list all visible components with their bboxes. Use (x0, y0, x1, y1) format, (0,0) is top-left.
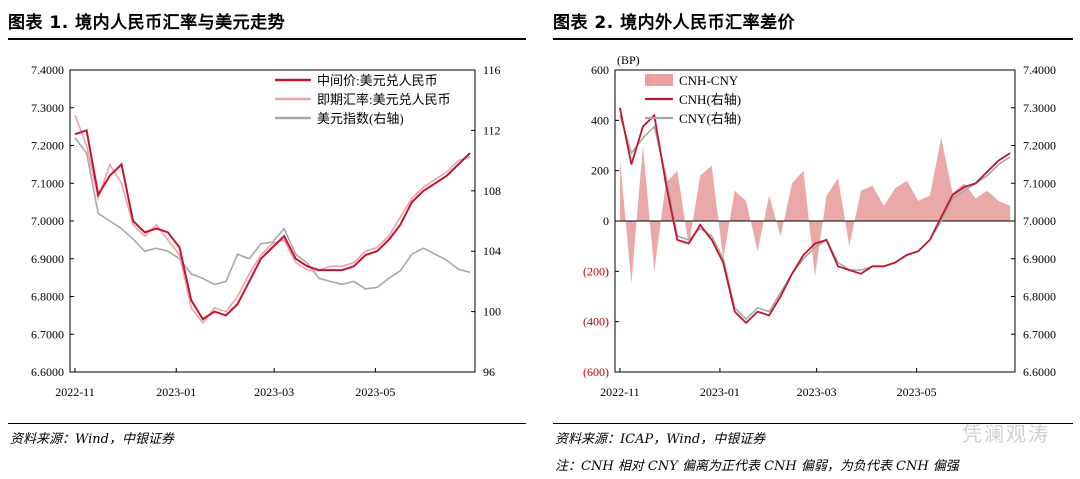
left-title-rule (8, 38, 526, 40)
right-source: 资料来源：ICAP，Wind，中银证券 (555, 432, 766, 447)
right-y2-tick-label: 7.3000 (1023, 101, 1056, 115)
right-y2-tick-label: 7.4000 (1023, 63, 1056, 77)
right-note: 注：CNH 相对 CNY 偏离为正代表 CNH 偏弱，为负代表 CNH 偏强 (555, 459, 959, 474)
left-legend-label: 中间价:美元兑人民币 (317, 73, 438, 88)
left-chart: 7.4000 7.3000 7.2000 7.1000 7.0000 6.9000 6.80… (31, 63, 501, 399)
right-y2-tick-label: 7.2000 (1023, 139, 1056, 153)
left-y2-tick-label: 108 (483, 184, 501, 198)
left-source: 资料来源：Wind，中银证券 (10, 432, 174, 447)
left-footer-rule (8, 423, 526, 424)
right-figure-title: 图表 2. 境内外人民币汇率差价 (553, 13, 796, 33)
left-y-tick-label: 6.9000 (31, 252, 64, 266)
right-y-tick-label: (600) (583, 365, 609, 379)
right-legend-label: CNH(右轴) (679, 92, 741, 107)
left-y2-tick-label: 96 (483, 365, 495, 379)
left-legend-label: 美元指数(右轴) (317, 111, 404, 126)
left-y-tick-label: 7.2000 (31, 139, 64, 153)
right-x-tick-label: 2023-01 (700, 385, 740, 399)
left-chart-panel: 图表 1. 境内人民币汇率与美元走势 7.4000 7.3000 7.2000 7.1… (0, 0, 530, 479)
right-y2-tick-label: 6.7000 (1023, 327, 1056, 341)
right-y-tick-label: (200) (583, 264, 609, 278)
left-y2-tick-label: 116 (483, 63, 501, 77)
right-legend-swatch (645, 74, 673, 86)
right-series-line-1 (619, 107, 1011, 325)
left-series-line-2 (74, 137, 471, 290)
left-y-tick-label: 7.3000 (31, 101, 64, 115)
left-y-tick-label: 7.4000 (31, 63, 64, 77)
left-series-line-0 (74, 129, 471, 321)
left-x-tick-label: 2023-05 (355, 385, 395, 399)
left-legend-label: 即期汇率:美元兑人民币 (317, 92, 451, 107)
right-y-tick-label: 600 (591, 63, 609, 77)
right-y-tick-label: (400) (583, 315, 609, 329)
right-unit-label: (BP) (617, 53, 640, 67)
left-x-tick-label: 2022-11 (55, 385, 95, 399)
right-y2-tick-label: 6.6000 (1023, 365, 1056, 379)
right-series-line-2 (619, 115, 1011, 321)
left-y-tick-label: 7.0000 (31, 214, 64, 228)
right-footer-rule (553, 423, 1073, 424)
right-y-tick-label: 400 (591, 113, 609, 127)
right-y-tick-label: 200 (591, 164, 609, 178)
right-legend-label: CNY(右轴) (679, 111, 741, 126)
right-chart: 600 400 200 0 (200) (400) (600) (BP) 7.4000 7.300… (583, 53, 1056, 399)
right-x-tick-label: 2023-03 (797, 385, 837, 399)
right-x-tick-label: 2023-05 (897, 385, 937, 399)
left-plot-frame (69, 69, 476, 373)
right-spread-area (619, 137, 1011, 284)
left-series-line-1 (74, 115, 471, 325)
left-y2-tick-label: 112 (483, 123, 501, 137)
left-y-tick-label: 7.1000 (31, 176, 64, 190)
left-x-tick-label: 2023-01 (156, 385, 196, 399)
left-y2-tick-label: 104 (483, 244, 501, 258)
left-y2-tick-label: 100 (483, 305, 501, 319)
right-y2-tick-label: 6.9000 (1023, 252, 1056, 266)
right-title-rule (553, 38, 1073, 40)
left-y-tick-label: 6.8000 (31, 290, 64, 304)
left-figure-title: 图表 1. 境内人民币汇率与美元走势 (8, 13, 286, 33)
right-y2-tick-label: 7.1000 (1023, 176, 1056, 190)
left-y-tick-label: 6.7000 (31, 327, 64, 341)
left-y-tick-label: 6.6000 (31, 365, 64, 379)
right-y2-tick-label: 7.0000 (1023, 214, 1056, 228)
right-x-tick-label: 2022-11 (600, 385, 640, 399)
watermark: 凭澜观涛 (962, 422, 1050, 446)
right-chart-panel: 图表 2. 境内外人民币汇率差价 600 400 200 0 (200) (400) (60… (545, 0, 1080, 479)
right-y2-tick-label: 6.8000 (1023, 290, 1056, 304)
right-legend-label: CNH-CNY (679, 73, 739, 88)
right-y-tick-label: 0 (603, 214, 609, 228)
left-x-tick-label: 2023-03 (254, 385, 294, 399)
